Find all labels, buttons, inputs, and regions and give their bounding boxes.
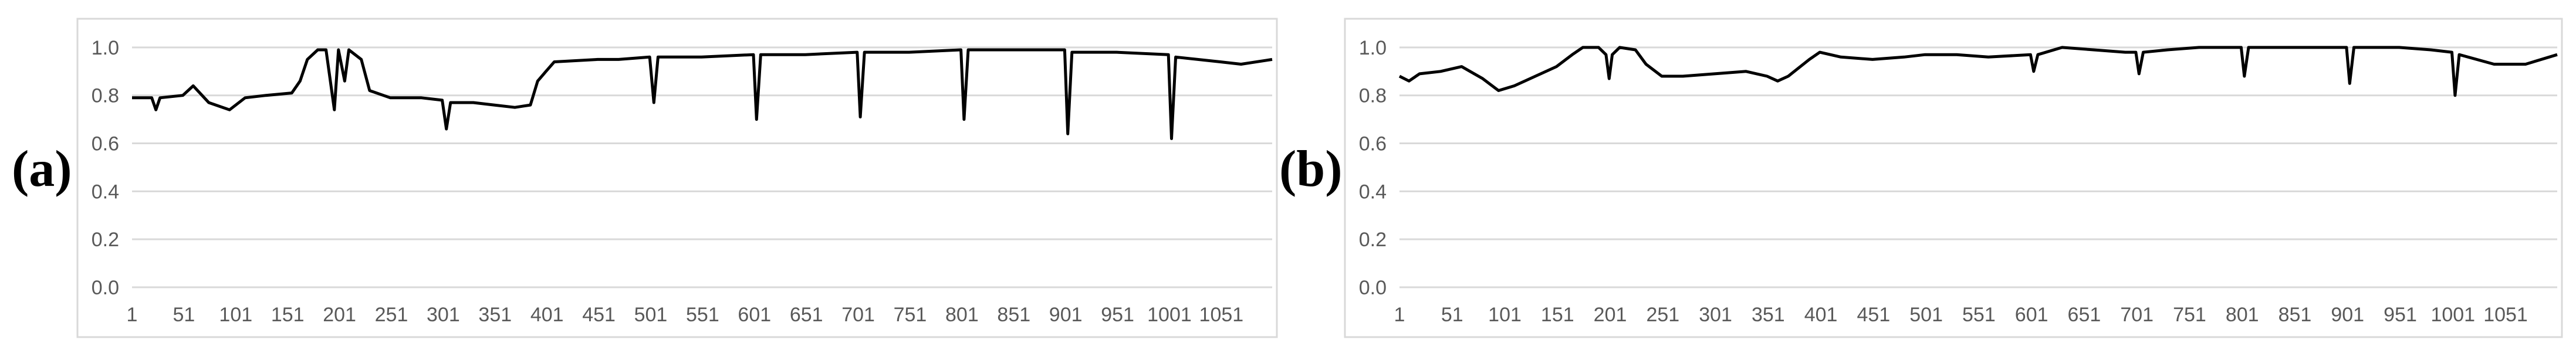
chart-b: 0.00.20.40.60.81.01 51 101 151 201 251 301 351 4… xyxy=(1344,18,2563,338)
b-x-tick-label: 751 xyxy=(2173,304,2206,326)
b-y-tick-label: 0.0 xyxy=(1359,277,1387,299)
b-x-tick-label: 801 xyxy=(2226,304,2259,326)
a-x-tick-label: 1 xyxy=(127,304,138,326)
a-x-tick-label: 51 xyxy=(173,304,195,326)
b-x-tick-label: 901 xyxy=(2331,304,2364,326)
b-x-tick-label: 51 xyxy=(1441,304,1463,326)
a-x-tick-label: 951 xyxy=(1101,304,1134,326)
a-x-tick-label: 1051 xyxy=(1199,304,1244,326)
b-x-tick-label: 551 xyxy=(1962,304,1996,326)
a-x-tick-label: 801 xyxy=(945,304,979,326)
b-x-tick-label: 401 xyxy=(1804,304,1838,326)
b-x-tick-label: 351 xyxy=(1752,304,1785,326)
b-x-tick-label: 951 xyxy=(2384,304,2417,326)
b-x-tick-label: 151 xyxy=(1541,304,1574,326)
a-x-tick-label: 301 xyxy=(427,304,460,326)
panel-a-label: (a) xyxy=(12,141,72,198)
b-y-tick-label: 0.6 xyxy=(1359,133,1387,155)
a-y-tick-label: 1.0 xyxy=(92,37,119,59)
a-series-line-0 xyxy=(132,48,1273,140)
a-x-tick-label: 1001 xyxy=(1147,304,1192,326)
a-x-tick-label: 501 xyxy=(634,304,668,326)
a-x-tick-label: 901 xyxy=(1049,304,1083,326)
panel-b-label: (b) xyxy=(1279,141,1343,198)
a-y-tick-label: 0.2 xyxy=(92,229,119,251)
b-x-tick-label: 651 xyxy=(2068,304,2101,326)
a-x-tick-label: 451 xyxy=(582,304,616,326)
a-y-tick-label: 0.8 xyxy=(92,85,119,107)
b-x-tick-label: 1 xyxy=(1394,304,1405,326)
a-y-tick-label: 0.0 xyxy=(92,277,119,299)
a-x-tick-label: 551 xyxy=(686,304,719,326)
b-x-tick-label: 851 xyxy=(2278,304,2312,326)
b-x-tick-label: 101 xyxy=(1488,304,1522,326)
a-x-tick-label: 351 xyxy=(478,304,512,326)
a-x-tick-label: 601 xyxy=(738,304,771,326)
a-x-tick-label: 851 xyxy=(997,304,1030,326)
a-x-tick-label: 401 xyxy=(530,304,564,326)
b-chart-frame xyxy=(1344,18,2563,338)
b-y-tick-label: 0.2 xyxy=(1359,229,1387,251)
a-chart-frame xyxy=(76,18,1278,338)
b-x-tick-label: 701 xyxy=(2120,304,2154,326)
a-y-tick-label: 0.4 xyxy=(92,181,119,203)
b-x-tick-label: 601 xyxy=(2015,304,2048,326)
b-x-tick-label: 1051 xyxy=(2483,304,2528,326)
a-x-tick-label: 201 xyxy=(323,304,356,326)
b-x-tick-label: 251 xyxy=(1646,304,1679,326)
b-y-tick-label: 0.8 xyxy=(1359,85,1387,107)
b-x-tick-label: 201 xyxy=(1594,304,1627,326)
b-x-tick-label: 451 xyxy=(1857,304,1891,326)
a-x-tick-label: 651 xyxy=(790,304,823,326)
a-x-tick-label: 101 xyxy=(219,304,252,326)
a-y-tick-label: 0.6 xyxy=(92,133,119,155)
b-x-tick-label: 301 xyxy=(1699,304,1732,326)
a-x-tick-label: 151 xyxy=(271,304,305,326)
a-x-tick-label: 751 xyxy=(894,304,927,326)
b-y-tick-label: 0.4 xyxy=(1359,181,1387,203)
b-series-line-0 xyxy=(1398,46,2558,97)
b-x-tick-label: 501 xyxy=(1909,304,1943,326)
chart-a: 0.00.20.40.60.81.01 51 101 151 201 251 301 351 4… xyxy=(76,18,1278,338)
a-x-tick-label: 251 xyxy=(375,304,408,326)
b-x-tick-label: 1001 xyxy=(2430,304,2475,326)
a-x-tick-label: 701 xyxy=(841,304,875,326)
b-y-tick-label: 1.0 xyxy=(1359,37,1387,59)
